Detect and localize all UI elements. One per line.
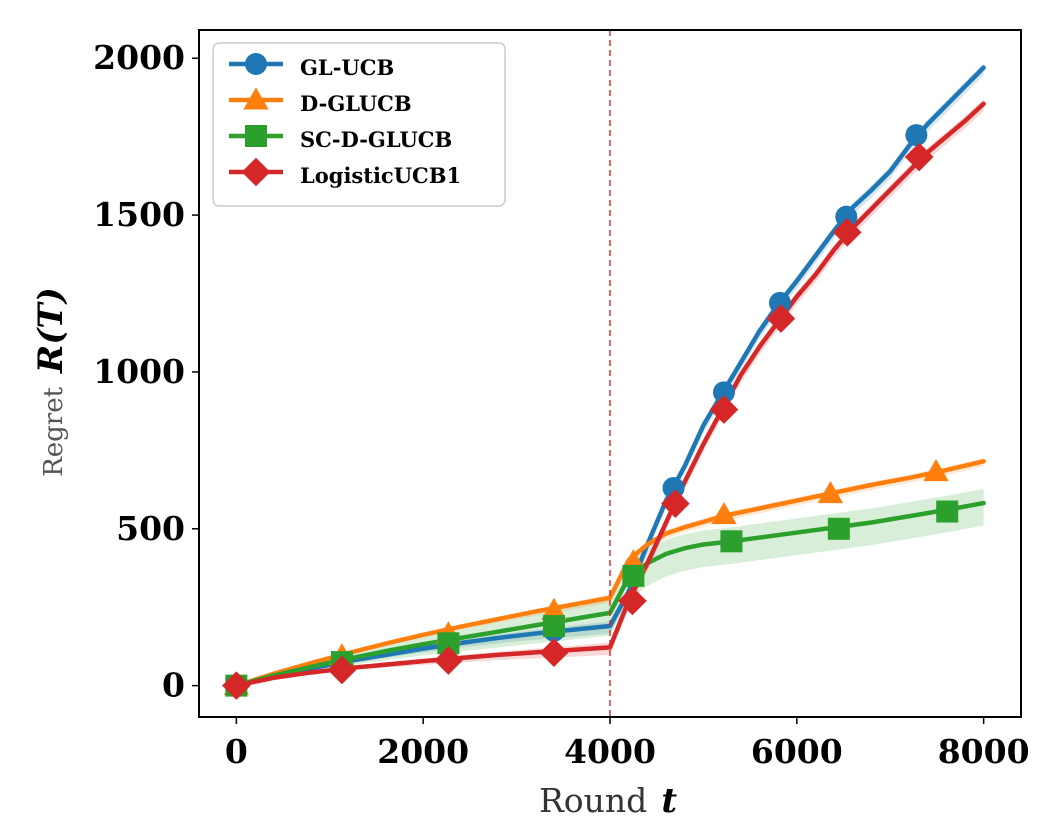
- line-logisticucb1: [234, 101, 986, 688]
- legend-marker-sc-d-glucb: [245, 125, 267, 147]
- marker-sc-d-glucb: [936, 500, 959, 523]
- x-tick-label: 4000: [564, 732, 656, 771]
- legend-marker-gl-ucb: [245, 53, 267, 75]
- y-axis-label-variable: R(T): [31, 287, 71, 374]
- marker-d-glucb: [541, 597, 567, 620]
- marker-sc-d-glucb: [622, 564, 645, 587]
- marker-d-glucb: [923, 459, 949, 482]
- marker-logisticucb1: [832, 218, 862, 247]
- marker-gl-ucb: [712, 381, 735, 404]
- line-d-glucb: [234, 459, 986, 688]
- marker-d-glucb: [817, 480, 844, 504]
- x-tick-label: 8000: [938, 732, 1030, 771]
- marker-logisticucb1: [539, 638, 569, 667]
- series-markers: [222, 124, 959, 700]
- marker-logisticucb1: [222, 671, 251, 700]
- y-tick-label: 500: [116, 509, 185, 548]
- marker-logisticucb1: [661, 489, 690, 518]
- x-tick-label: 2000: [377, 732, 469, 771]
- marker-gl-ucb: [835, 205, 858, 228]
- legend-marker-logisticucb1: [241, 157, 271, 187]
- legend-label-logisticucb1: LogisticUCB1: [300, 163, 461, 188]
- y-tick-label: 1000: [93, 352, 185, 391]
- y-axis-ticks: 0 500 1000 1500 2000: [93, 38, 199, 705]
- marker-gl-ucb: [769, 291, 792, 314]
- marker-logisticucb1: [434, 646, 463, 675]
- marker-logisticucb1: [904, 142, 934, 172]
- y-tick-label: 0: [162, 666, 185, 705]
- marker-logisticucb1: [327, 655, 357, 685]
- legend-marker-d-glucb: [243, 87, 269, 110]
- y-axis-label: Regret R(T): [31, 287, 71, 477]
- x-axis-label-prefix: Round: [539, 781, 647, 820]
- legend: GL-UCB D-GLUCB SC-D-GLUCB LogisticUCB1: [212, 42, 506, 207]
- x-tick-label: 0: [225, 732, 248, 771]
- legend-label-d-glucb: D-GLUCB: [300, 91, 412, 116]
- marker-d-glucb: [711, 502, 737, 525]
- y-axis-label-prefix: Regret: [39, 386, 69, 476]
- marker-gl-ucb: [905, 124, 928, 147]
- legend-label-sc-d-glucb: SC-D-GLUCB: [300, 127, 452, 152]
- marker-sc-d-glucb: [720, 530, 743, 553]
- marker-sc-d-glucb: [542, 615, 565, 638]
- marker-logisticucb1: [766, 304, 796, 333]
- legend-label-gl-ucb: GL-UCB: [300, 55, 394, 80]
- marker-sc-d-glucb: [437, 632, 460, 655]
- x-axis-ticks: 0 2000 4000 6000 8000: [225, 717, 1030, 771]
- x-axis-label-variable: t: [661, 781, 677, 821]
- y-tick-label: 1500: [93, 195, 185, 234]
- marker-logisticucb1: [618, 586, 647, 616]
- marker-logisticucb1: [709, 395, 739, 424]
- legend-box: [212, 42, 506, 207]
- y-tick-label: 2000: [93, 38, 185, 77]
- band-sc-d-glucb: [236, 488, 984, 686]
- marker-sc-d-glucb: [827, 517, 850, 540]
- x-axis-label: Round t: [539, 781, 677, 821]
- line-gl-ucb: [234, 65, 986, 688]
- x-tick-label: 6000: [751, 732, 843, 771]
